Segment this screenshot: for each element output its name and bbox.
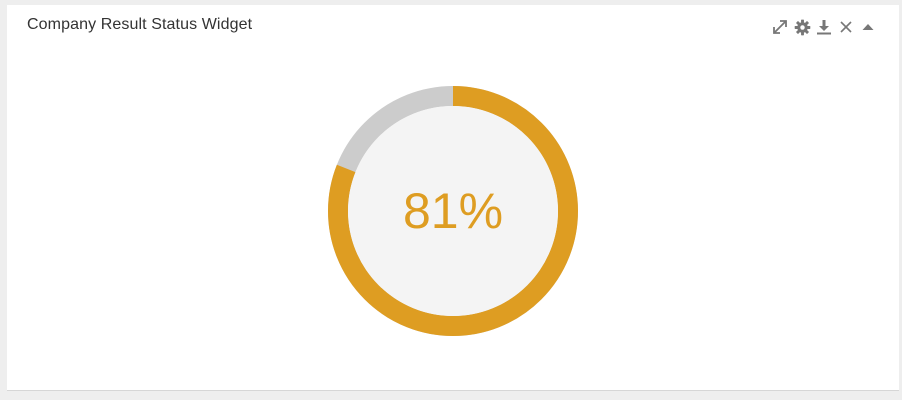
expand-icon[interactable] [771,18,789,36]
gauge-fill [328,86,578,336]
company-result-status-widget: Company Result Status Widget [7,5,899,391]
result-status-gauge: 81% [327,85,579,337]
widget-toolbar [771,17,877,37]
gear-icon[interactable] [793,18,811,36]
close-icon[interactable] [837,18,855,36]
gauge-center [348,106,558,316]
collapse-icon[interactable] [859,18,877,36]
gauge-ring [328,86,578,336]
download-icon[interactable] [815,18,833,36]
gauge-value: 81% [402,183,504,239]
widget-title: Company Result Status Widget [27,16,253,33]
